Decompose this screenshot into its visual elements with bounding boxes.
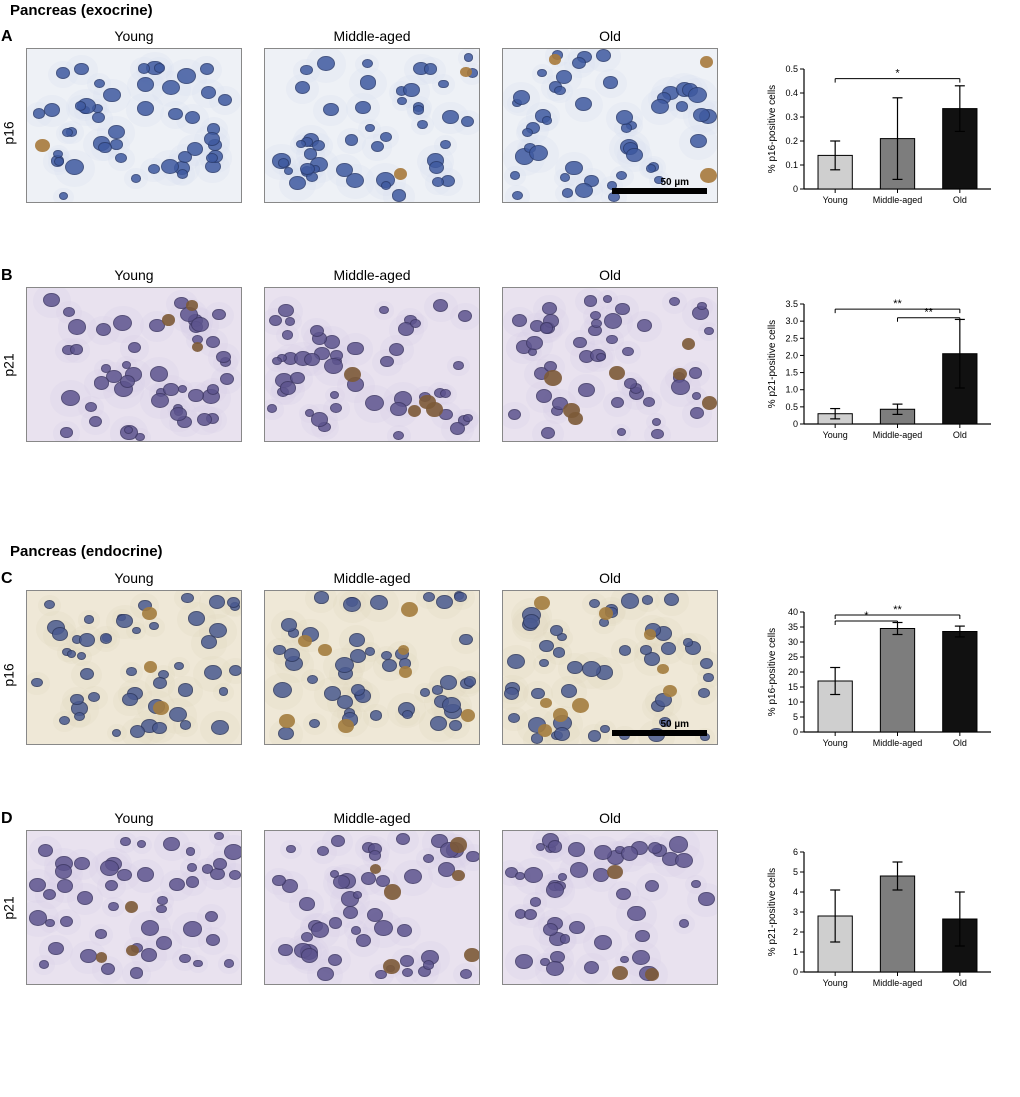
svg-text:20: 20 — [788, 667, 798, 677]
scale-bar — [612, 188, 707, 194]
row-label-a: p16 — [1, 121, 17, 144]
micrograph — [502, 287, 718, 442]
svg-text:**: ** — [893, 604, 902, 616]
svg-text:3.0: 3.0 — [785, 316, 798, 326]
svg-text:% p16-positive cells: % p16-positive cells — [767, 85, 778, 173]
svg-text:Middle-aged: Middle-aged — [873, 978, 923, 988]
svg-text:**: ** — [893, 298, 902, 310]
micrograph — [264, 48, 480, 203]
svg-text:0.5: 0.5 — [785, 402, 798, 412]
svg-text:40: 40 — [788, 607, 798, 617]
svg-text:Young: Young — [823, 430, 848, 440]
micrograph: 50 µm — [502, 590, 718, 745]
svg-text:*: * — [864, 610, 869, 622]
section-title-endocrine: Pancreas (endocrine) — [10, 543, 163, 560]
micrograph — [502, 830, 718, 985]
svg-text:0: 0 — [793, 967, 798, 977]
svg-text:0: 0 — [793, 184, 798, 194]
svg-text:2.0: 2.0 — [785, 350, 798, 360]
svg-text:*: * — [895, 68, 900, 80]
micrograph: 50 µm — [502, 48, 718, 203]
svg-text:3.5: 3.5 — [785, 299, 798, 309]
svg-text:1.0: 1.0 — [785, 385, 798, 395]
svg-text:% p16-positive cells: % p16-positive cells — [767, 628, 778, 716]
svg-text:2: 2 — [793, 927, 798, 937]
bar-chart-c: 0510152025303540YoungMiddle-agedOld***% … — [762, 598, 997, 758]
svg-text:% p21-positive cells: % p21-positive cells — [767, 868, 778, 956]
svg-text:4: 4 — [793, 887, 798, 897]
svg-text:Old: Old — [953, 430, 967, 440]
scale-bar-label: 50 µm — [660, 177, 689, 188]
svg-text:0.3: 0.3 — [785, 112, 798, 122]
svg-text:3: 3 — [793, 907, 798, 917]
column-label: Middle-aged — [322, 267, 422, 283]
svg-text:6: 6 — [793, 847, 798, 857]
bar-chart-b: 0 0.5 1.0 1.5 2.0 2.5 3.0 3.5 Young Middle-aged Ol… — [762, 290, 997, 450]
micrograph — [264, 287, 480, 442]
micrograph — [26, 830, 242, 985]
micrograph — [26, 590, 242, 745]
bar-chart-a: 0 0.1 0.2 0.3 0.4 0.5 Young Middle-aged Old * % p1… — [762, 55, 997, 215]
svg-text:10: 10 — [788, 697, 798, 707]
scale-bar-label: 50 µm — [660, 719, 689, 730]
svg-text:Middle-aged: Middle-aged — [873, 430, 923, 440]
micrograph — [26, 287, 242, 442]
svg-text:Young: Young — [823, 738, 848, 748]
panel-letter-d: D — [1, 810, 13, 828]
column-label: Old — [560, 28, 660, 44]
svg-text:1: 1 — [793, 947, 798, 957]
column-label: Old — [560, 570, 660, 586]
column-label: Young — [84, 28, 184, 44]
svg-text:Middle-aged: Middle-aged — [873, 738, 923, 748]
column-label: Young — [84, 810, 184, 826]
scale-bar — [612, 730, 707, 736]
svg-text:0: 0 — [793, 727, 798, 737]
svg-text:35: 35 — [788, 622, 798, 632]
svg-text:15: 15 — [788, 682, 798, 692]
svg-text:30: 30 — [788, 637, 798, 647]
svg-text:0.2: 0.2 — [785, 136, 798, 146]
panel-letter-b: B — [1, 267, 13, 285]
svg-text:Young: Young — [823, 195, 848, 205]
panel-letter-a: A — [1, 28, 13, 46]
row-label-c: p16 — [1, 663, 17, 686]
panel-letter-c: C — [1, 570, 13, 588]
row-label-b: p21 — [1, 353, 17, 376]
svg-text:Old: Old — [953, 738, 967, 748]
svg-text:0: 0 — [793, 419, 798, 429]
micrograph — [264, 830, 480, 985]
section-title-exocrine: Pancreas (exocrine) — [10, 2, 153, 19]
column-label: Old — [560, 810, 660, 826]
column-label: Middle-aged — [322, 810, 422, 826]
svg-text:0.4: 0.4 — [785, 88, 798, 98]
svg-text:0.1: 0.1 — [785, 160, 798, 170]
svg-text:Middle-aged: Middle-aged — [873, 195, 923, 205]
svg-text:% p21-positive cells: % p21-positive cells — [767, 320, 778, 408]
svg-text:0.5: 0.5 — [785, 64, 798, 74]
svg-text:5: 5 — [793, 867, 798, 877]
column-label: Old — [560, 267, 660, 283]
bar-chart-d: 0 1 2 3 4 5 6 Young Middle-aged Old % p21-positive… — [762, 838, 997, 998]
svg-text:Young: Young — [823, 978, 848, 988]
svg-text:Old: Old — [953, 978, 967, 988]
row-label-d: p21 — [1, 896, 17, 919]
svg-text:25: 25 — [788, 652, 798, 662]
micrograph — [26, 48, 242, 203]
svg-text:2.5: 2.5 — [785, 333, 798, 343]
column-label: Middle-aged — [322, 570, 422, 586]
svg-text:**: ** — [924, 307, 933, 319]
column-label: Young — [84, 267, 184, 283]
svg-text:5: 5 — [793, 712, 798, 722]
svg-text:Old: Old — [953, 195, 967, 205]
column-label: Young — [84, 570, 184, 586]
micrograph — [264, 590, 480, 745]
svg-text:1.5: 1.5 — [785, 368, 798, 378]
column-label: Middle-aged — [322, 28, 422, 44]
